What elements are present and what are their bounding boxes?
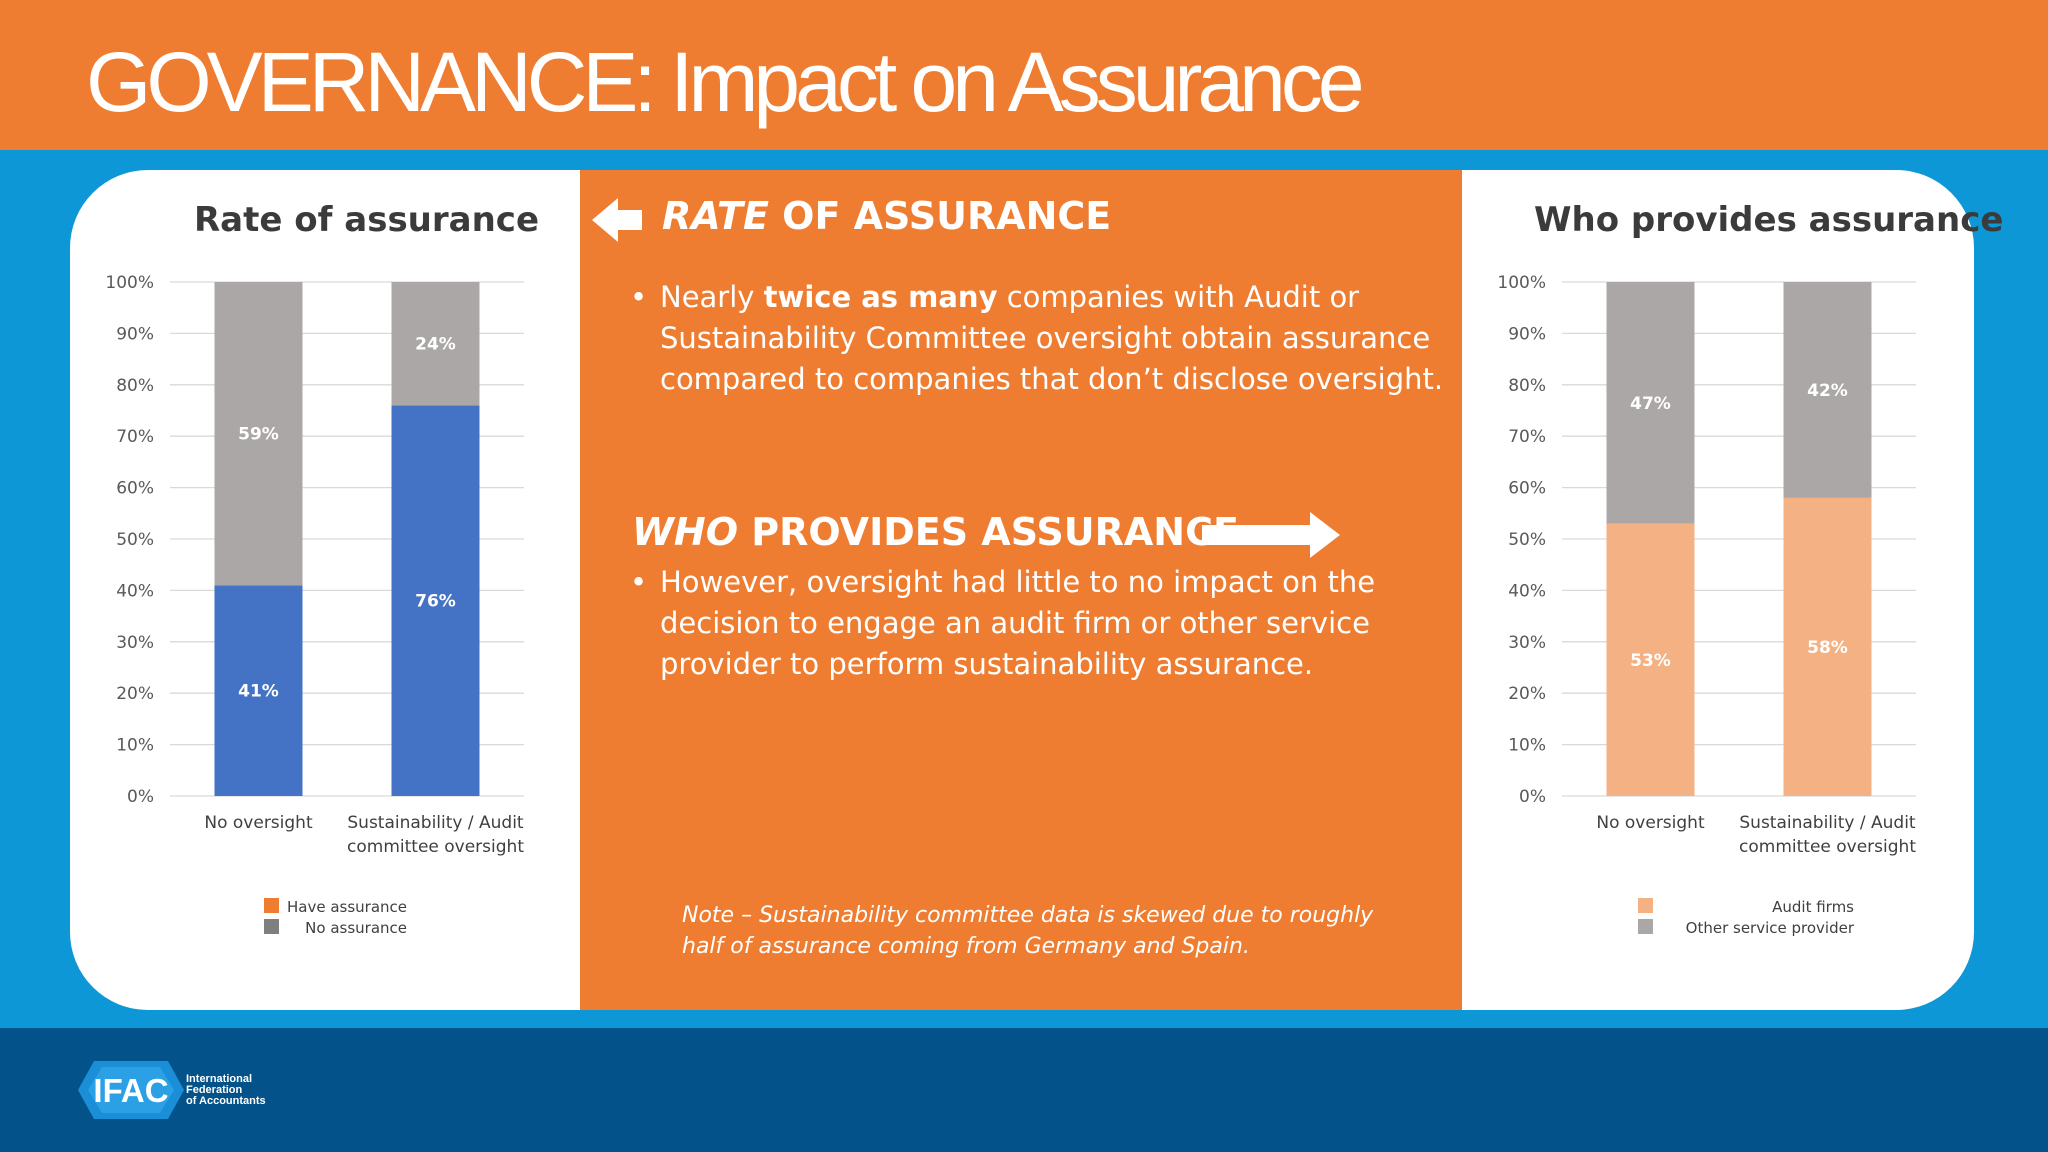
bar-segment: [214, 282, 303, 586]
y-tick-label: 60%: [1508, 479, 1546, 499]
bar-segment: [391, 405, 480, 796]
rate-bullet: Nearly twice as many companies with Audi…: [630, 277, 1450, 400]
data-note: Note – Sustainability committee data is …: [682, 903, 1374, 959]
footer-bar: [0, 1028, 2048, 1152]
y-tick-label: 100%: [1497, 273, 1546, 293]
legend-swatch: [264, 898, 279, 913]
bar-segment: [1783, 497, 1872, 796]
data-label: 76%: [415, 592, 456, 612]
x-category-label: committee oversight: [1739, 837, 1916, 857]
bar-segment: [214, 585, 303, 796]
y-tick-label: 80%: [116, 376, 154, 396]
y-tick-label: 40%: [116, 581, 154, 601]
rate-bullet-bold: twice as many: [763, 280, 998, 314]
y-tick-label: 0%: [1519, 787, 1546, 807]
y-tick-label: 30%: [1508, 633, 1546, 653]
who-bullet: However, oversight had little to no impa…: [630, 562, 1420, 685]
y-tick-label: 50%: [116, 530, 154, 550]
y-tick-label: 60%: [116, 479, 154, 499]
provider-chart-title: Who provides assurance: [1534, 200, 2004, 240]
arrow-left-icon: [592, 198, 642, 242]
legend-label: Audit firms: [1772, 898, 1854, 916]
data-label: 58%: [1807, 638, 1848, 658]
rate-of-assurance-chart: 0% 10% 20% 30% 40% 50% 60% 70% 80% 90% 100% 41% 59% N…: [105, 273, 524, 937]
x-category-label: No oversight: [1596, 813, 1705, 833]
y-tick-label: 30%: [116, 633, 154, 653]
bar-segment: [391, 282, 480, 406]
legend-swatch: [1638, 898, 1653, 913]
rate-heading: RATE OF ASSURANCE: [662, 194, 1111, 238]
who-heading-rest: PROVIDES ASSURANCE: [738, 510, 1239, 554]
data-label: 24%: [415, 335, 456, 355]
legend-swatch: [264, 919, 279, 934]
y-tick-label: 10%: [1508, 736, 1546, 756]
legend-label: No assurance: [305, 919, 407, 937]
y-tick-label: 80%: [1508, 376, 1546, 396]
logo-letters: IFAC: [93, 1072, 168, 1109]
x-category-label: committee oversight: [347, 837, 524, 857]
x-category-label: No oversight: [204, 813, 313, 833]
bar-segment: [1606, 282, 1695, 524]
arrow-right-icon: [1202, 512, 1340, 558]
legend-label: Other service provider: [1686, 919, 1855, 937]
data-label: 59%: [238, 425, 279, 445]
bar-segment: [1783, 282, 1872, 498]
who-heading: WHO PROVIDES ASSURANCE: [632, 510, 1239, 554]
bar-segment: [1606, 523, 1695, 796]
org-name: International Federation of Accountants: [186, 1073, 266, 1107]
header-bar: GOVERNANCE: Impact on Assurance: [0, 0, 2048, 150]
rate-bullet-text-1: Nearly: [660, 280, 764, 314]
y-tick-label: 20%: [116, 684, 154, 704]
y-tick-label: 70%: [1508, 427, 1546, 447]
ifac-logo-icon: IFAC: [78, 1061, 184, 1119]
rate-heading-em: RATE: [662, 194, 769, 238]
y-tick-label: 20%: [1508, 684, 1546, 704]
data-label: 42%: [1807, 381, 1848, 401]
x-category-label: Sustainability / Audit: [347, 813, 524, 833]
y-tick-label: 70%: [116, 427, 154, 447]
y-tick-label: 100%: [105, 273, 154, 293]
data-label: 53%: [1630, 651, 1671, 671]
y-tick-label: 90%: [116, 324, 154, 344]
y-tick-label: 10%: [116, 736, 154, 756]
y-tick-label: 90%: [1508, 324, 1546, 344]
data-label: 41%: [238, 682, 279, 702]
rate-chart-title: Rate of assurance: [194, 200, 540, 240]
data-label: 47%: [1630, 394, 1671, 414]
y-tick-label: 50%: [1508, 530, 1546, 550]
legend-swatch: [1638, 919, 1653, 934]
y-tick-label: 40%: [1508, 581, 1546, 601]
rate-heading-rest: OF ASSURANCE: [768, 194, 1112, 238]
who-heading-em: WHO: [632, 510, 739, 554]
legend-label: Have assurance: [287, 898, 407, 916]
y-tick-label: 0%: [127, 787, 154, 807]
x-category-label: Sustainability / Audit: [1739, 813, 1916, 833]
who-provides-assurance-chart: 0% 10% 20% 30% 40% 50% 60% 70% 80% 90% 100% 53% 47% N…: [1497, 273, 1916, 937]
rate-bullet-text-2: companies with Audit or Sustainability C…: [660, 280, 1444, 396]
page-title: GOVERNANCE: Impact on Assurance: [86, 35, 1365, 129]
